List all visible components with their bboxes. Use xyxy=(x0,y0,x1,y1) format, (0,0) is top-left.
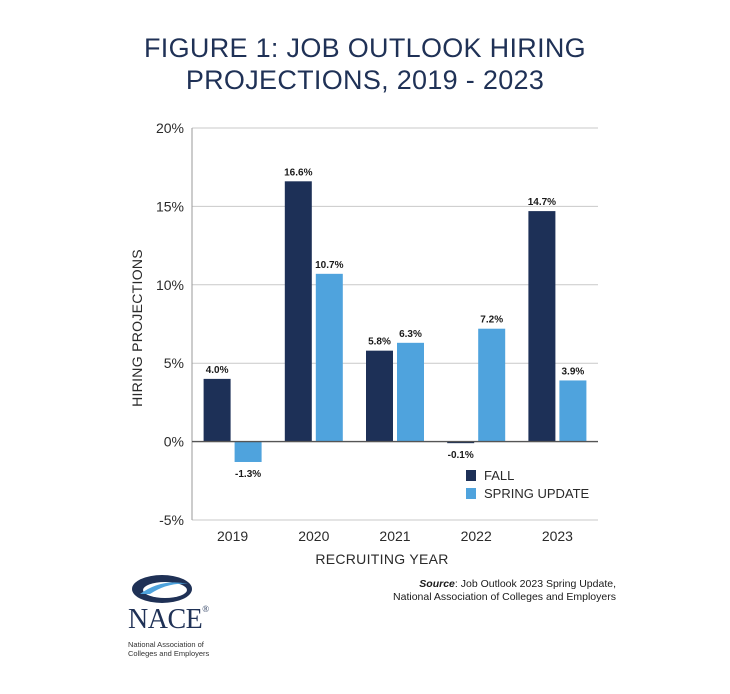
data-label: 5.8% xyxy=(368,337,391,348)
data-label: 3.9% xyxy=(562,366,585,377)
y-tick-label: 0% xyxy=(164,434,184,450)
data-label: 6.3% xyxy=(399,329,422,340)
data-label: 7.2% xyxy=(480,315,503,326)
chart-title-line-2: PROJECTIONS, 2019 - 2023 xyxy=(185,65,545,95)
bar-spring-update xyxy=(315,273,343,442)
legend-swatch-fall xyxy=(466,470,476,481)
bar-fall xyxy=(528,211,556,442)
y-tick-label: -5% xyxy=(159,512,184,528)
data-label: 16.6% xyxy=(284,167,312,178)
y-tick-label: 15% xyxy=(156,198,184,214)
bar-fall xyxy=(366,350,393,442)
legend-label-fall: FALL xyxy=(484,468,514,483)
chart-title: FIGURE 1: JOB OUTLOOK HIRING PROJECTIONS… xyxy=(0,32,730,96)
x-tick-label: 2021 xyxy=(379,528,410,544)
nace-logo-name: NACE xyxy=(128,604,203,635)
source-note: Source: Job Outlook 2023 Spring Update, … xyxy=(393,578,616,604)
chart-title-line-1: FIGURE 1: JOB OUTLOOK HIRING xyxy=(144,33,586,63)
legend-swatch-spring-update xyxy=(466,488,476,499)
nace-logo-subtitle-line-1: National Association of xyxy=(128,640,204,649)
data-label: 10.7% xyxy=(315,260,343,271)
x-tick-label: 2020 xyxy=(298,528,329,544)
x-tick-label: 2022 xyxy=(461,528,492,544)
source-label: Source xyxy=(419,578,455,590)
bar-spring-update xyxy=(234,441,262,462)
y-tick-label: 20% xyxy=(156,120,184,136)
data-label: -0.1% xyxy=(448,450,474,461)
source-line-1: : Job Outlook 2023 Spring Update, xyxy=(454,578,616,590)
nace-logo: NACE® National Association of Colleges a… xyxy=(122,570,222,670)
x-axis-title: RECRUITING YEAR xyxy=(315,551,448,567)
source-line-2: National Association of Colleges and Emp… xyxy=(393,591,616,603)
bar-spring-update xyxy=(397,342,424,442)
x-tick-label: 2019 xyxy=(217,528,248,544)
y-tick-label: 5% xyxy=(164,355,184,371)
bar-fall xyxy=(203,378,231,442)
data-label: 14.7% xyxy=(528,197,556,208)
legend-label-spring-update: SPRING UPDATE xyxy=(484,486,590,501)
bar-fall xyxy=(447,441,475,444)
y-tick-label: 10% xyxy=(156,277,184,293)
bar-spring-update xyxy=(559,380,587,442)
registered-mark: ® xyxy=(202,604,209,614)
nace-logo-subtitle: National Association of Colleges and Emp… xyxy=(128,640,209,658)
nace-logo-wordmark: NACE® xyxy=(128,604,209,636)
x-tick-label: 2023 xyxy=(542,528,573,544)
y-axis-title: HIRING PROJECTIONS xyxy=(129,249,145,407)
nace-swoosh-icon xyxy=(132,575,192,603)
bar-spring-update xyxy=(478,328,506,442)
data-label: 4.0% xyxy=(206,365,229,376)
data-label: -1.3% xyxy=(235,469,261,480)
nace-logo-subtitle-line-2: Colleges and Employers xyxy=(128,649,210,658)
bar-fall xyxy=(284,181,312,442)
